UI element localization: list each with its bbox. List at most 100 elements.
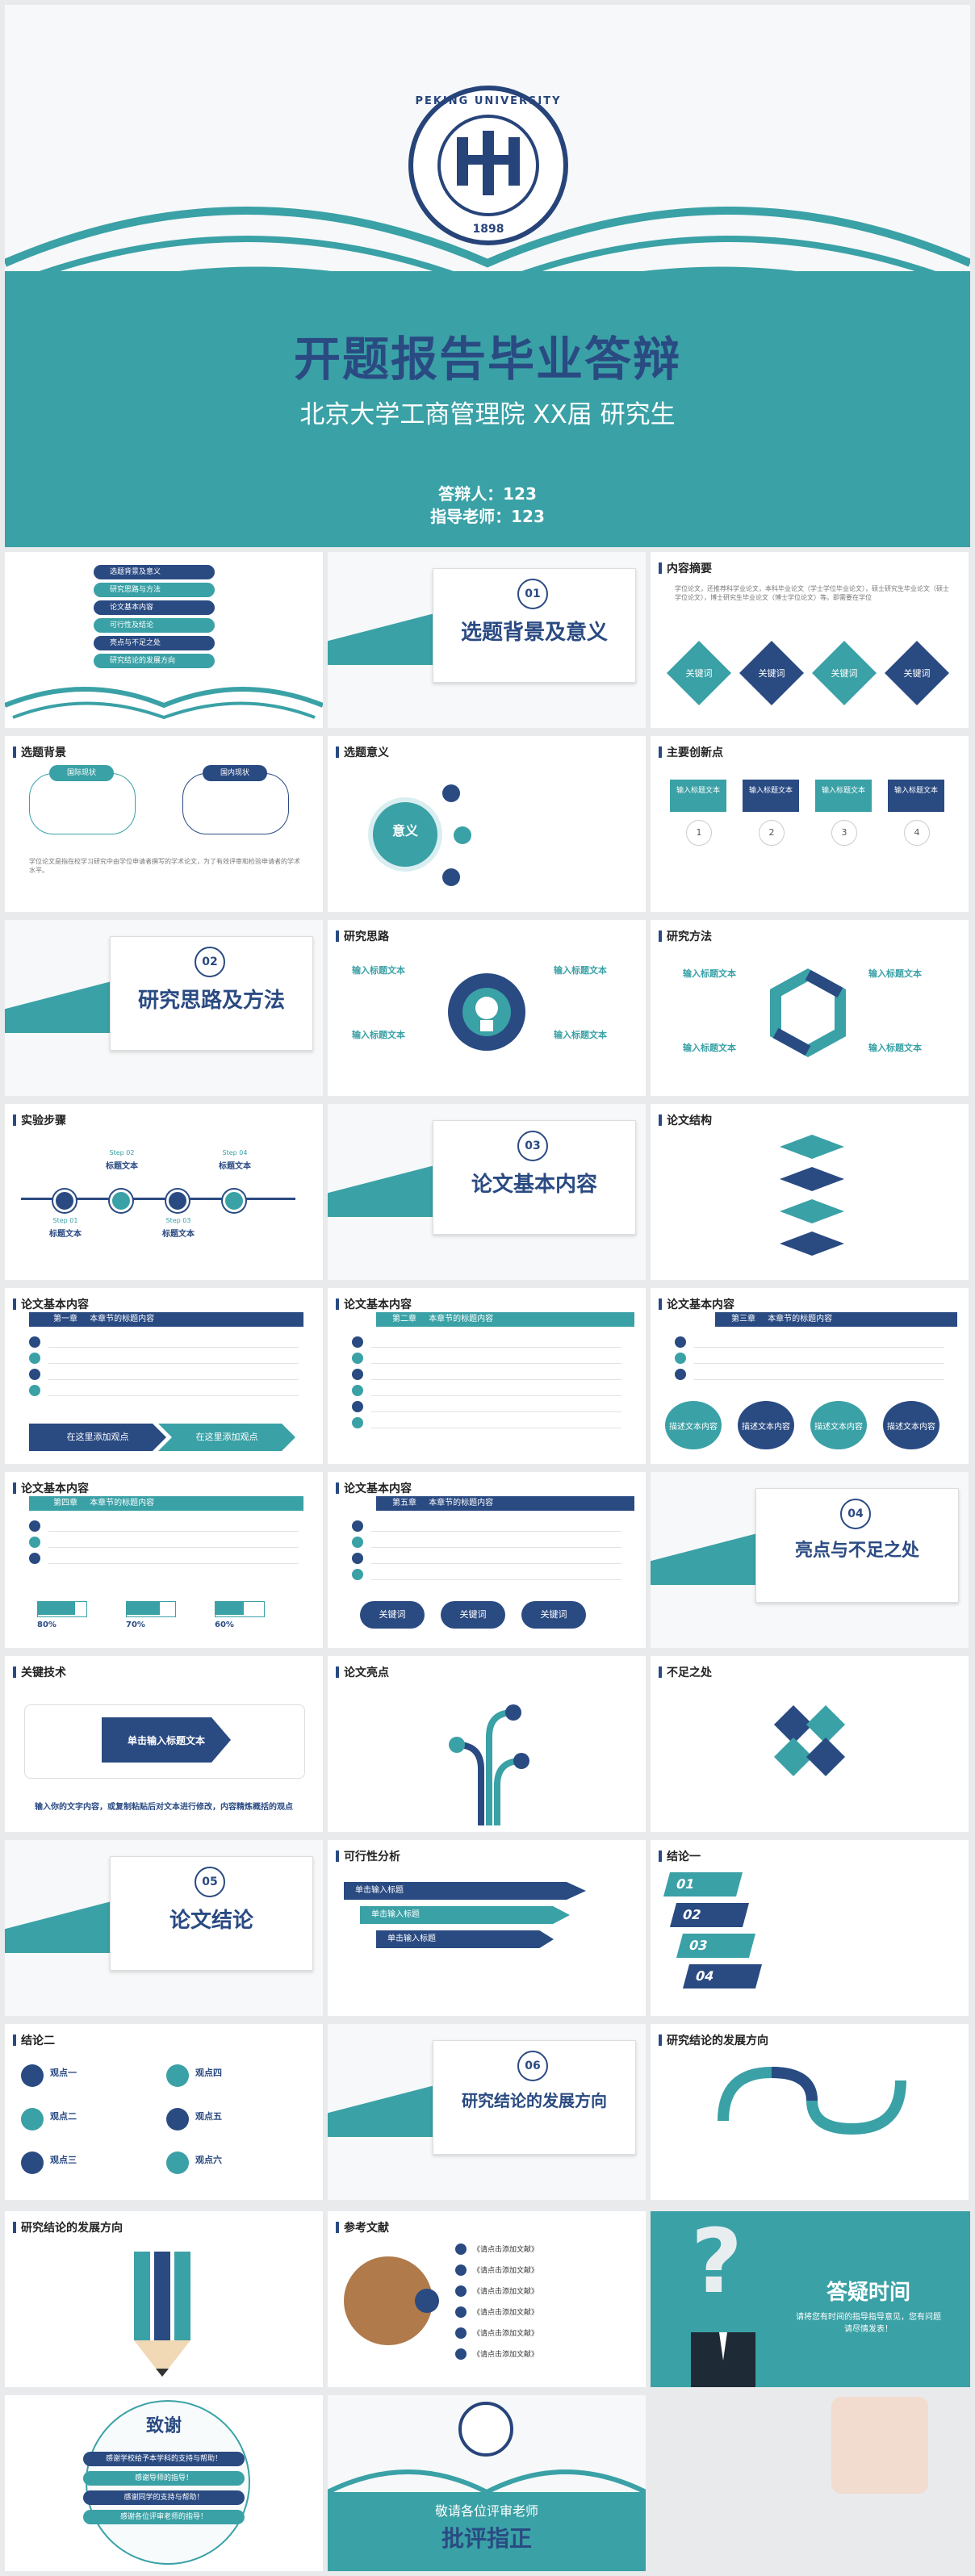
step-dot — [166, 1190, 189, 1212]
section-box: 02 研究思路及方法 — [110, 936, 313, 1051]
slide-header: 论文基本内容 — [659, 1296, 734, 1312]
structure-slide: 论文结构 — [651, 1104, 969, 1280]
university-seal-icon — [458, 2402, 513, 2457]
section-title: 研究思路及方法 — [137, 989, 285, 1013]
thinking-slide: 研究思路 输入标题文本 输入标题文本 输入标题文本 输入标题文本 — [328, 920, 646, 1096]
keytech-arrow: 单击输入标题文本 — [102, 1717, 231, 1763]
section-box: 06 研究结论的发展方向 — [433, 2040, 636, 2155]
row-divider — [371, 1347, 621, 1348]
background-slide: 选题背景 国际现状 国内现状 学位论文是指在校学习研究中由学位申请者撰写的学术论… — [5, 736, 323, 912]
thanks-line: 感谢导师的指导！ — [83, 2471, 245, 2486]
toc-item: 选题背景及意义 — [94, 565, 215, 579]
keyword-pill: 关键词 — [441, 1601, 505, 1629]
feasibility-slide: 可行性分析 单击输入标题 单击输入标题 单击输入标题 — [328, 1840, 646, 2016]
conclusion-ribbon: 03 — [676, 1934, 756, 1958]
innovation-number: 2 — [759, 820, 785, 846]
thanks-line: 感谢同学的支持与帮助！ — [83, 2490, 245, 2505]
shortcoming-slide: 不足之处 — [651, 1656, 969, 1832]
method-label-1: 输入标题文本 — [683, 968, 736, 979]
svg-text:?: ? — [691, 2219, 743, 2313]
chapter-tag: 描述文本内容 — [738, 1401, 794, 1449]
section-title: 选题背景及意义 — [460, 621, 608, 645]
row-divider — [371, 1563, 621, 1564]
method-label-2: 输入标题文本 — [868, 968, 922, 979]
step-title: 标题文本 — [219, 1162, 251, 1171]
method-label-4: 输入标题文本 — [868, 1043, 922, 1053]
section-title: 论文基本内容 — [471, 1173, 597, 1197]
section-box: 03 论文基本内容 — [433, 1120, 636, 1235]
innovation-number: 4 — [904, 820, 930, 846]
feasibility-arrow: 单击输入标题 — [344, 1882, 586, 1900]
viewpoint-title: 观点三 — [50, 2155, 77, 2165]
keyword-pill: 关键词 — [521, 1601, 586, 1629]
row-bullet — [29, 1553, 40, 1564]
step-title: 标题文本 — [49, 1230, 82, 1239]
toc-item: 论文基本内容 — [94, 600, 215, 615]
qa-slide: ? 答疑时间 请将您有时间的指导指导意见，您有问题请尽情发表！ — [651, 2211, 970, 2387]
step-title: 标题文本 — [106, 1162, 138, 1171]
peking-university-seal: PEKING UNIVERSITY 1898 — [408, 86, 568, 245]
slide-header: 参考文献 — [336, 2219, 389, 2235]
direction2-slide: 研究结论的发展方向 — [5, 2211, 323, 2387]
slide-header: 论文亮点 — [336, 1664, 389, 1680]
chapter-title: 本章节的标题内容 — [90, 1315, 155, 1324]
section-number: 06 — [517, 2051, 548, 2081]
step-label: Step 02 — [109, 1149, 135, 1156]
viewpoint-title: 观点二 — [50, 2111, 77, 2122]
chapter-tag: 描述文本内容 — [883, 1401, 939, 1449]
section-title: 亮点与不足之处 — [794, 1541, 919, 1561]
row-bullet — [352, 1369, 363, 1380]
row-divider — [48, 1395, 299, 1396]
progress-fill — [216, 1602, 244, 1615]
section-05-slide: 05 论文结论 — [5, 1840, 323, 2016]
viewpoint-icon — [166, 2152, 189, 2174]
progress-track — [215, 1601, 265, 1617]
step-dot — [223, 1190, 245, 1212]
ref-bullet — [455, 2348, 467, 2360]
slide-header: 不足之处 — [659, 1664, 712, 1680]
watermark-logo — [831, 2397, 928, 2494]
row-divider — [371, 1379, 621, 1380]
section-02-slide: 02 研究思路及方法 — [5, 920, 323, 1096]
step-label: Step 04 — [222, 1149, 248, 1156]
row-bullet — [352, 1417, 363, 1428]
meaning-center: 意义 — [391, 823, 418, 838]
keytech-caption: 输入你的文字内容，或复制粘贴后对文本进行修改，内容精炼概括的观点 — [35, 1803, 293, 1812]
row-divider — [694, 1363, 944, 1364]
conclusion-ribbon: 01 — [663, 1872, 743, 1896]
seal-year: 1898 — [472, 223, 504, 236]
structure-diamond — [780, 1167, 844, 1191]
row-divider — [48, 1531, 299, 1532]
qa-title: 答疑时间 — [826, 2281, 910, 2305]
keyword-diamond: 关键词 — [812, 641, 877, 705]
page-subtitle: 北京大学工商管理院 XX届 研究生 — [299, 400, 676, 429]
row-bullet — [29, 1353, 40, 1364]
innovation-number: 1 — [686, 820, 712, 846]
chapter-name: 第四章 — [53, 1499, 77, 1508]
slide-header: 论文基本内容 — [336, 1296, 412, 1312]
slide-header: 选题意义 — [336, 744, 389, 760]
question-person-icon: ? — [691, 2219, 755, 2387]
viewpoint-icon — [21, 2152, 44, 2174]
viewpoint-icon — [166, 2064, 189, 2087]
content-ch4-slide: 论文基本内容 第四章 本章节的标题内容 80% 70% 60% — [5, 1472, 323, 1648]
meaning-slide: 选题意义 意义 — [328, 736, 646, 912]
chapter-name: 第二章 — [392, 1315, 416, 1324]
toc-item: 研究结论的发展方向 — [94, 654, 215, 668]
slide-header: 论文基本内容 — [13, 1296, 89, 1312]
ref-item: 《请点击添加文献》 — [473, 2288, 539, 2296]
wave-track-icon — [718, 2066, 906, 2135]
slide-header: 研究结论的发展方向 — [659, 2032, 768, 2048]
row-bullet — [352, 1353, 363, 1364]
abstract-text: 学位论文，还推荐科学业论文，本科毕业论文（学士学位毕业论文），硕士研究生毕业论文… — [675, 585, 949, 601]
row-bullet — [29, 1385, 40, 1396]
structure-diamond — [780, 1232, 844, 1256]
viewpoint-tag-2: 在这里添加观点 — [158, 1424, 295, 1451]
ref-bullet — [455, 2306, 467, 2318]
branch-tree-icon — [449, 1704, 529, 1825]
page-title: 开题报告毕业答辩 — [293, 332, 681, 387]
row-divider — [371, 1547, 621, 1548]
section-title: 论文结论 — [169, 1909, 253, 1933]
thinking-label-2: 输入标题文本 — [554, 965, 607, 976]
head-bulb-icon — [448, 973, 525, 1051]
